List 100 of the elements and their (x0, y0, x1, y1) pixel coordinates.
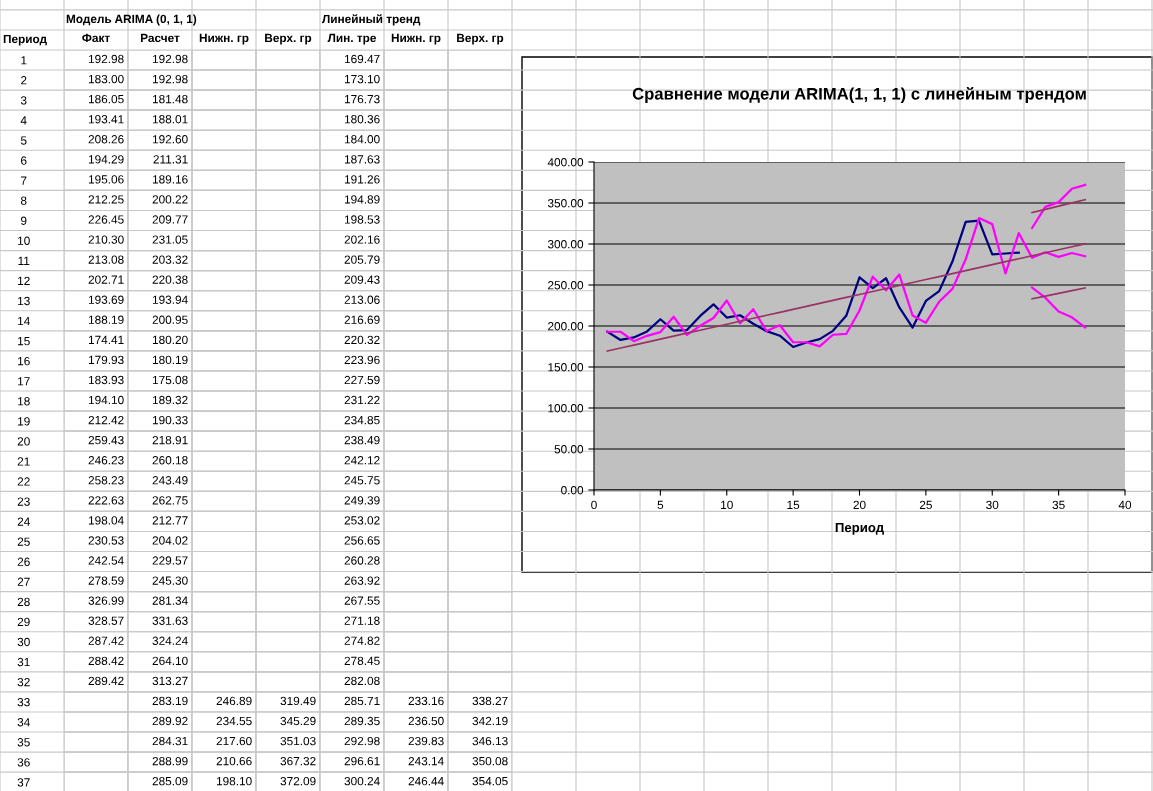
data-label: 210.66 (216, 756, 252, 766)
data-label: 278.59 (88, 576, 124, 585)
data-label: 351.03 (280, 736, 316, 746)
data-label: 173.10 (344, 74, 380, 84)
data-label: 267.55 (344, 596, 380, 605)
data-label: 193.69 (88, 295, 124, 304)
y-tick-label: 2 (21, 76, 27, 85)
data-label: 313.27 (152, 676, 188, 686)
y-tick-label: 3 (20, 96, 27, 105)
chart-title: Сравнение модели ARIMA(1, 1, 1) с линейным трендом (632, 87, 1086, 103)
x-tick-label: 15 (787, 500, 800, 510)
data-label: 326.99 (88, 596, 124, 605)
data-label: 230.53 (88, 536, 124, 545)
y-tick-label: 20 (17, 437, 30, 446)
data-label: 223.96 (344, 355, 380, 365)
data-label: 264.10 (152, 656, 188, 665)
data-label: 246.44 (408, 777, 444, 786)
data-label: 193.41 (88, 115, 124, 124)
data-label: 226.45 (88, 215, 124, 224)
data-label: 211.31 (153, 155, 188, 164)
data-label: 176.73 (344, 94, 380, 104)
y-tick-label: 250.00 (548, 281, 584, 290)
data-label: 205.79 (344, 255, 380, 264)
data-label: 175.08 (152, 375, 188, 385)
data-label: 194.29 (88, 155, 124, 164)
y-tick-label: 5 (20, 136, 27, 145)
x-tick-label: 0 (591, 500, 597, 510)
data-label: 245.75 (344, 476, 380, 485)
y-tick-label: 24 (17, 517, 30, 526)
x-tick-label: Нижн. гр (391, 33, 441, 45)
y-tick-label: 22 (17, 477, 30, 486)
data-label: 262.75 (152, 496, 188, 505)
data-label: 331.63 (152, 616, 188, 625)
data-label: 242.12 (344, 456, 380, 465)
data-label: 236.50 (408, 716, 444, 726)
data-label: 203.32 (152, 255, 188, 264)
y-tick-label: 14 (18, 316, 30, 326)
y-tick-label: 28 (17, 597, 30, 607)
data-label: 234.55 (216, 716, 252, 726)
data-label: 217.60 (216, 736, 252, 746)
data-label: 256.65 (344, 536, 380, 545)
y-tick-label: 35 (17, 738, 30, 747)
data-label: 354.05 (472, 777, 508, 786)
data-label: 190.33 (152, 415, 188, 425)
data-label: 246.89 (216, 696, 252, 706)
data-label: 234.85 (344, 415, 380, 425)
data-label: 258.23 (88, 476, 124, 485)
y-tick-label: 30 (17, 637, 30, 647)
y-tick-label: 9 (20, 216, 27, 225)
y-tick-label: 36 (17, 758, 30, 767)
data-label: 282.08 (344, 676, 380, 686)
y-tick-label: 13 (18, 296, 30, 306)
line-series (606, 216, 1087, 348)
data-label: 213.08 (88, 255, 124, 264)
data-label: 189.32 (152, 395, 188, 405)
y-axis-title: Период (3, 34, 47, 46)
data-label: 216.69 (344, 315, 380, 324)
data-label: 188.01 (152, 115, 188, 124)
y-tick-label: 350.00 (547, 199, 584, 208)
data-label: 253.02 (344, 516, 380, 525)
data-label: 184.00 (344, 135, 380, 144)
data-label: 238.49 (344, 435, 380, 445)
data-label: 169.47 (344, 54, 380, 64)
data-label: 288.42 (88, 656, 124, 665)
y-tick-label: 200.00 (548, 322, 584, 331)
y-tick-label: 33 (17, 697, 30, 707)
x-tick-label: 25 (919, 500, 932, 510)
data-label: 204.02 (152, 536, 188, 545)
data-label: 260.28 (344, 556, 380, 565)
data-label: 249.39 (344, 496, 380, 505)
data-label: 212.77 (152, 516, 188, 525)
text: Линейный тренд (322, 14, 421, 26)
data-label: 193.94 (152, 295, 188, 304)
y-tick-label: 25 (17, 537, 30, 546)
line-series (1030, 183, 1087, 230)
y-tick-label: 23 (17, 497, 30, 506)
x-tick-label: Верх. гр (457, 33, 504, 45)
line-series (1031, 287, 1087, 300)
data-label: 200.22 (152, 195, 188, 204)
data-label: 202.71 (88, 275, 124, 284)
x-tick-label: Нижн. гр (199, 33, 249, 45)
x-tick-label: 40 (1118, 500, 1132, 510)
y-tick-label: 16 (18, 356, 30, 366)
data-label: 284.31 (152, 736, 188, 746)
y-tick-label: 300.00 (547, 240, 584, 249)
data-label: 218.91 (152, 435, 188, 445)
data-label: 283.19 (152, 696, 188, 706)
data-label: 271.18 (344, 616, 380, 625)
line-series (1031, 198, 1087, 214)
data-label: 259.43 (88, 435, 124, 445)
y-tick-label: 100.00 (548, 404, 584, 413)
y-tick-label: 31 (17, 657, 30, 667)
data-label: 367.32 (280, 756, 316, 766)
data-label: 188.19 (88, 315, 124, 324)
data-label: 260.18 (152, 456, 188, 465)
data-label: 179.93 (88, 355, 124, 365)
data-label: 246.23 (88, 456, 124, 465)
data-label: 229.57 (152, 556, 188, 565)
data-label: 194.10 (88, 395, 124, 405)
data-label: 192.98 (152, 54, 188, 64)
